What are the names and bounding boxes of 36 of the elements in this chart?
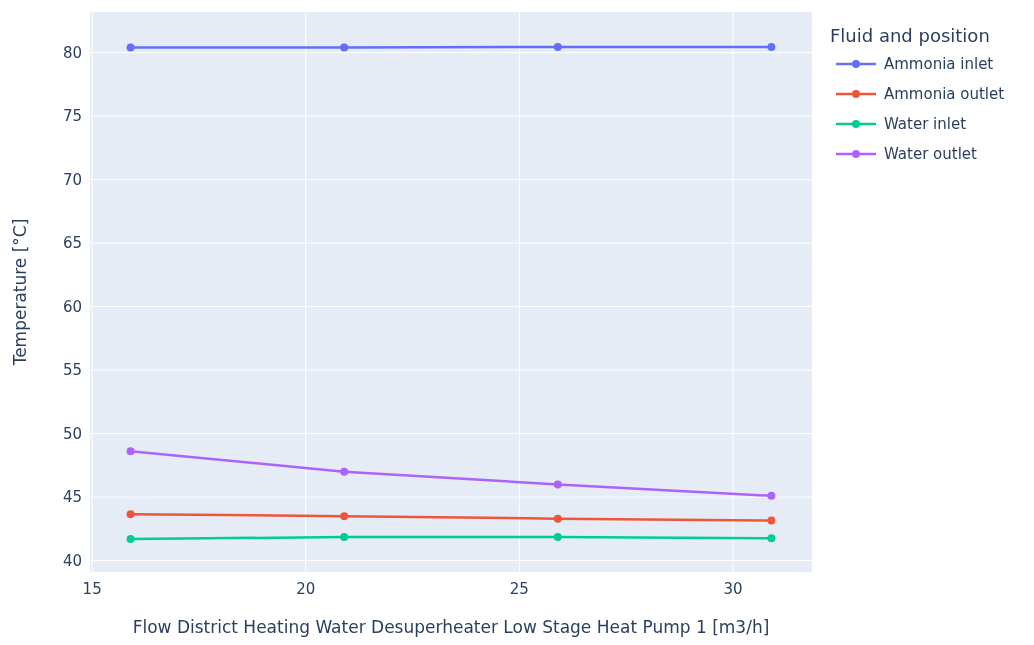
point [767, 491, 776, 500]
y-tick-label: 40 [62, 551, 82, 570]
x-tick-label: 20 [296, 580, 316, 598]
x-tick-label: 15 [82, 580, 102, 598]
point [340, 467, 349, 476]
legend-title: Fluid and position [830, 25, 990, 46]
y-tick-label: 55 [62, 361, 82, 380]
point [767, 534, 776, 543]
legend-label: Water outlet [884, 145, 978, 164]
x-tick-label: 25 [509, 580, 529, 598]
y-tick-label: 75 [62, 107, 82, 126]
point [553, 514, 562, 523]
legend-label: Water inlet [884, 115, 967, 134]
point [340, 43, 349, 52]
point [553, 533, 562, 542]
y-tick-label: 60 [62, 297, 82, 316]
point [340, 512, 349, 521]
point [767, 42, 776, 51]
point [553, 480, 562, 489]
y-tick-label: 80 [62, 43, 82, 62]
point [340, 533, 349, 542]
y-tick-label: 45 [62, 488, 82, 507]
point [126, 510, 135, 519]
y-axis-title: Temperature [°C] [10, 218, 30, 367]
x-axis-title: Flow District Heating Water Desuperheater Low Stage Heat Pump 1 [m3/h] [132, 617, 770, 637]
point [767, 516, 776, 525]
point [126, 447, 135, 456]
legend-label: Ammonia inlet [884, 55, 994, 74]
point [126, 534, 135, 543]
x-tick-label: 30 [723, 580, 743, 598]
y-tick-label: 65 [62, 234, 82, 253]
y-tick-label: 70 [62, 170, 82, 189]
legend-label: Ammonia outlet [884, 85, 1005, 104]
point [553, 42, 562, 51]
point [126, 43, 135, 52]
y-tick-label: 50 [62, 424, 82, 443]
